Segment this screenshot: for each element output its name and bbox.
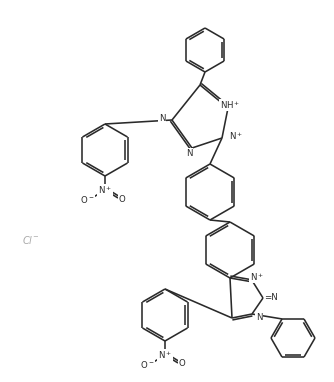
Text: N$^+$: N$^+$	[98, 184, 112, 196]
Text: N: N	[256, 314, 262, 322]
Text: Cl$^-$: Cl$^-$	[22, 234, 40, 246]
Text: N: N	[159, 113, 165, 123]
Text: =N: =N	[264, 293, 278, 301]
Text: O: O	[119, 194, 125, 204]
Text: O$^-$: O$^-$	[80, 194, 94, 204]
Text: NH$^+$: NH$^+$	[220, 99, 240, 111]
Text: N$^+$: N$^+$	[158, 349, 172, 361]
Text: O: O	[179, 359, 185, 369]
Text: O$^-$: O$^-$	[140, 358, 154, 369]
Text: N$^+$: N$^+$	[250, 271, 264, 283]
Text: N: N	[186, 149, 192, 157]
Text: N$^+$: N$^+$	[229, 130, 243, 142]
